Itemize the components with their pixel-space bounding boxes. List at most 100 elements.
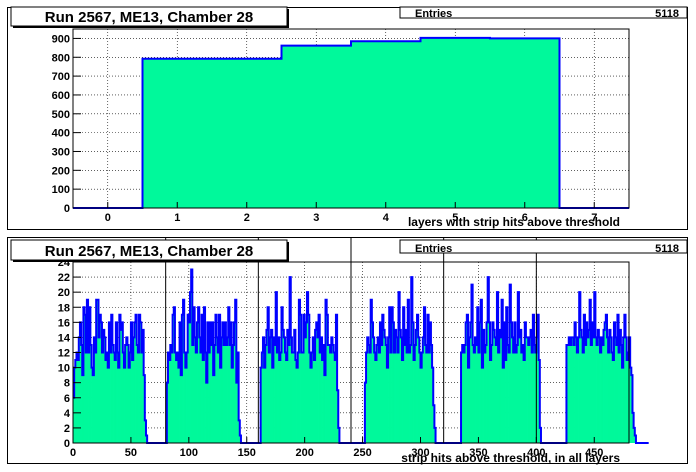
histogram-bar <box>320 337 323 443</box>
x-tick-label: 6 <box>522 212 528 224</box>
chart-title: Run 2567, ME13, Chamber 28 <box>45 243 253 260</box>
histogram-bar <box>507 344 509 443</box>
y-tick-label: 300 <box>52 146 70 158</box>
histogram-bar <box>84 314 87 443</box>
histogram-bar <box>604 322 607 443</box>
histogram-bar <box>370 299 373 443</box>
histogram-bar <box>262 337 265 443</box>
y-tick-label: 500 <box>52 109 70 121</box>
histogram-bar <box>128 367 131 443</box>
histogram-bar <box>531 352 534 443</box>
histogram-bar <box>496 292 499 443</box>
histogram-bar <box>404 344 406 443</box>
histogram-bar <box>401 360 404 443</box>
histogram-bar <box>130 322 133 443</box>
histogram-bar <box>522 344 524 443</box>
histogram-bar <box>185 367 187 443</box>
histogram-bar <box>210 344 213 443</box>
histogram-bar <box>419 352 421 443</box>
histogram-bar <box>264 367 266 443</box>
histogram-bar <box>515 352 518 443</box>
histogram-bar <box>597 329 600 443</box>
histogram-bar <box>176 360 178 443</box>
histogram-bar <box>629 337 631 443</box>
histogram-bar <box>117 352 119 443</box>
histogram-bar <box>234 322 236 443</box>
histogram-bar <box>501 299 504 443</box>
histogram-bar <box>469 337 471 443</box>
histogram-bar <box>421 352 424 443</box>
stats-box <box>399 239 688 254</box>
histogram-bar <box>476 344 478 443</box>
histogram-bar <box>473 352 476 443</box>
histogram-bar <box>491 344 493 443</box>
histogram-bar <box>506 307 508 443</box>
histogram-bar <box>610 337 613 443</box>
histogram-bar <box>613 322 616 443</box>
histogram-bar <box>373 337 375 443</box>
histogram-bar <box>495 344 498 443</box>
x-tick-label: 3 <box>313 212 319 224</box>
histogram-bar <box>490 38 560 208</box>
histogram-bar <box>97 299 99 443</box>
histogram-bar <box>389 307 391 443</box>
histogram-bar <box>567 344 570 443</box>
histogram-bar <box>127 344 129 443</box>
histogram-bar <box>575 337 578 443</box>
histogram-bar <box>368 344 370 443</box>
y-tick-label: 200 <box>52 165 70 177</box>
histogram-bar <box>218 314 221 443</box>
histogram-bar <box>525 337 528 443</box>
histogram-bar <box>288 344 291 443</box>
histogram-bar <box>78 337 81 443</box>
histogram-bar <box>398 292 401 443</box>
histogram-bar <box>177 352 179 443</box>
histogram-bar <box>134 322 136 443</box>
histogram-bar <box>488 322 491 443</box>
histogram-bar <box>119 314 121 443</box>
histogram-bar <box>492 322 494 443</box>
histogram-bar <box>231 367 234 443</box>
histogram-bar <box>81 344 83 443</box>
histogram-bar <box>426 352 428 443</box>
histogram-bar <box>179 322 182 443</box>
histogram-bar <box>135 314 138 443</box>
histogram-bar <box>297 352 300 443</box>
histogram-bar <box>483 329 485 443</box>
histogram-bar <box>463 352 465 443</box>
histogram-bar <box>423 307 426 443</box>
histogram-bar <box>616 344 618 443</box>
x-axis: 0 50 100 150 200 250 300 350 400 450 <box>70 437 603 459</box>
histogram-bar <box>308 314 310 443</box>
histogram-bar <box>514 322 516 443</box>
histogram-bar <box>485 344 487 443</box>
histogram-bar <box>477 307 479 443</box>
y-tick-label: 8 <box>64 378 70 390</box>
histogram-bar <box>399 329 402 443</box>
histogram-bar <box>578 337 580 443</box>
histogram-bar <box>140 322 142 443</box>
histogram-bar <box>217 352 220 443</box>
histogram-bar <box>98 337 101 443</box>
histogram-bar <box>228 307 230 443</box>
histogram-bar <box>382 314 384 443</box>
histogram-bar <box>598 337 601 443</box>
y-tick-label: 600 <box>52 90 70 102</box>
histogram-bar <box>470 322 472 443</box>
histogram-bar <box>317 337 319 443</box>
histogram-bar <box>590 344 593 443</box>
histogram-bar <box>366 352 368 443</box>
histogram-bar <box>310 367 313 443</box>
histogram-bar <box>600 352 602 443</box>
histogram-bar <box>95 352 97 443</box>
histogram-bar <box>311 352 314 443</box>
histogram-bar <box>172 314 175 443</box>
histogram-bar <box>212 58 282 209</box>
histogram-bar <box>174 352 177 443</box>
histogram-bar <box>91 367 94 443</box>
histogram-bar <box>479 322 482 443</box>
histogram-bar <box>395 329 397 443</box>
histogram-bar <box>236 382 238 443</box>
stats-box <box>399 6 688 19</box>
histogram-bar <box>606 337 609 443</box>
